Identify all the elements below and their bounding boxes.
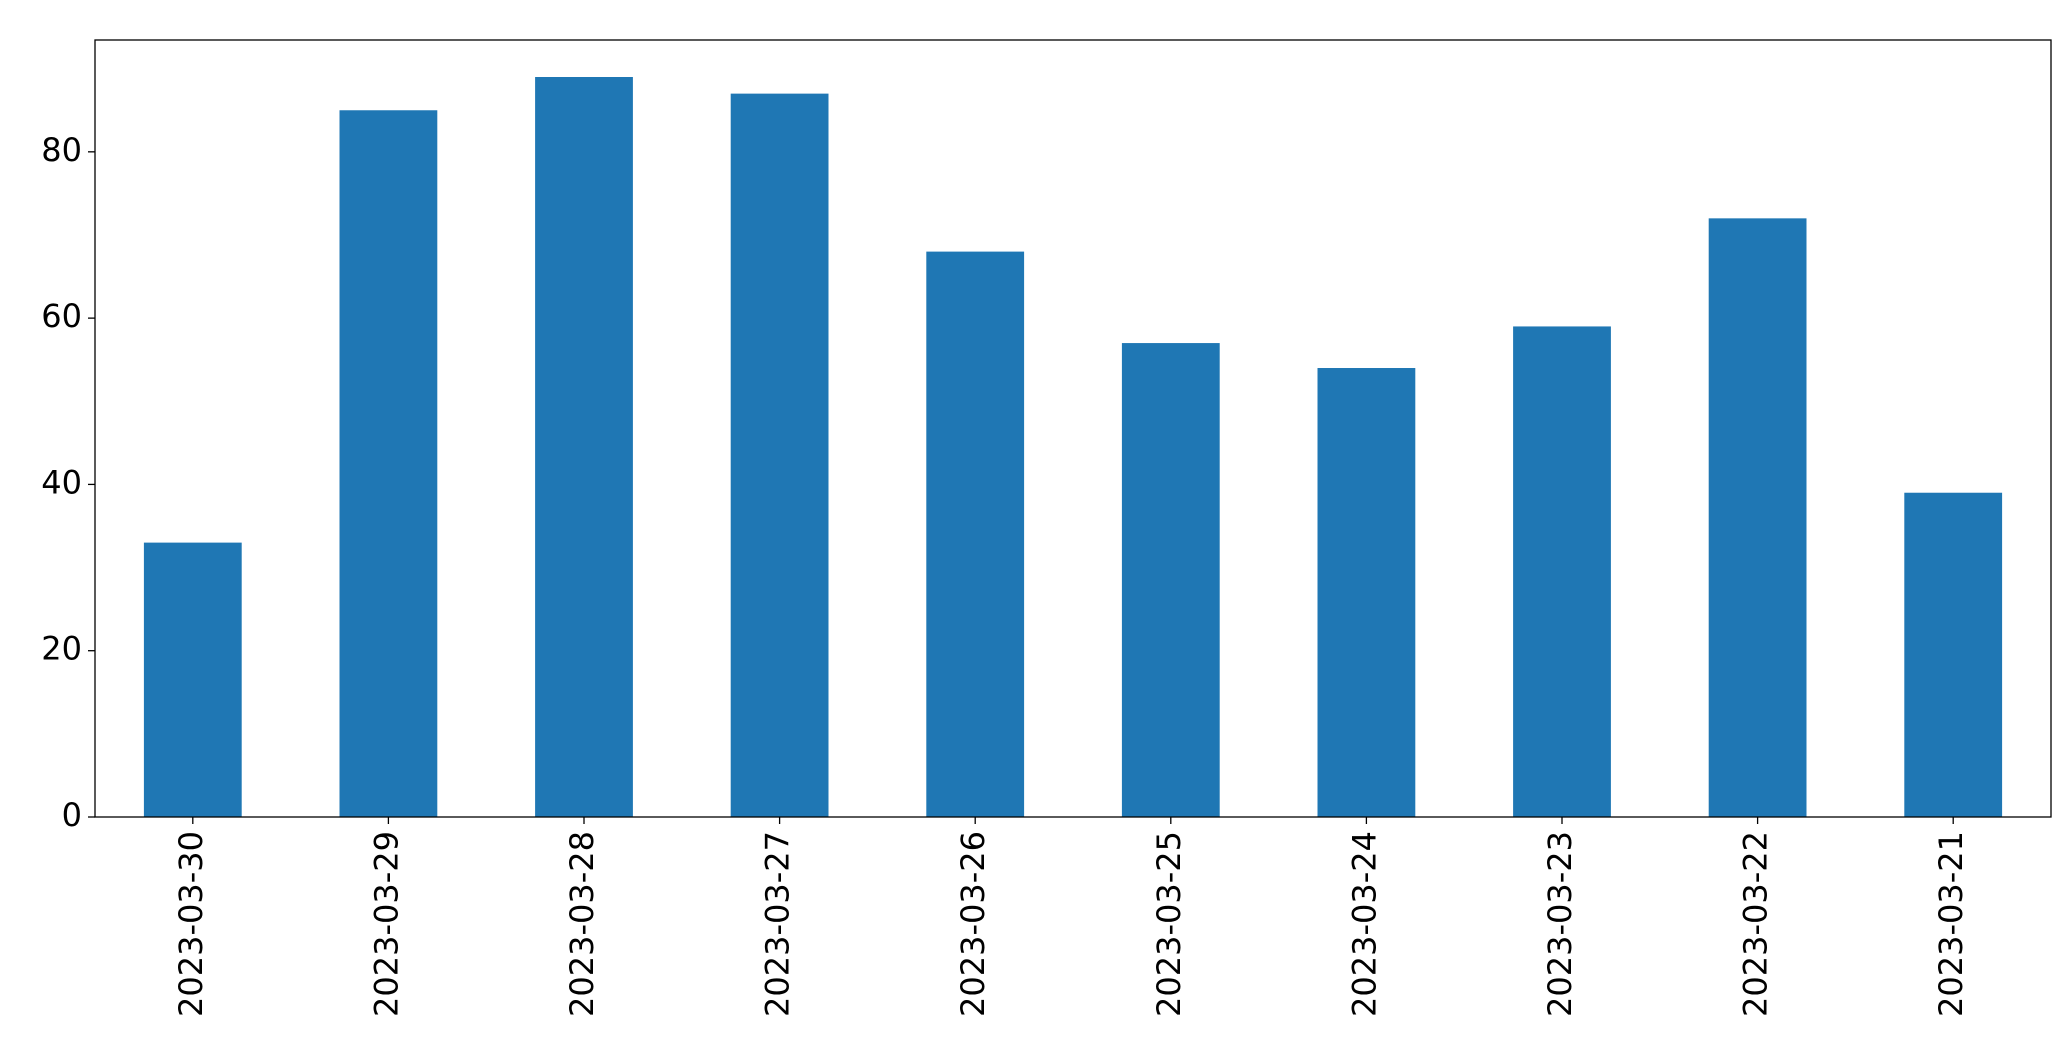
x-tick-label: 2023-03-27 bbox=[759, 831, 797, 1017]
x-tick-label: 2023-03-25 bbox=[1150, 831, 1188, 1017]
x-tick-label: 2023-03-22 bbox=[1737, 831, 1775, 1017]
bar bbox=[1121, 343, 1220, 817]
plot-frame bbox=[94, 39, 2052, 818]
x-tick-label: 2023-03-28 bbox=[563, 831, 601, 1017]
x-tick-label: 2023-03-21 bbox=[1932, 831, 1970, 1017]
bar bbox=[535, 77, 633, 817]
bar bbox=[926, 251, 1025, 817]
bar bbox=[730, 93, 829, 817]
x-tick-label: 2023-03-24 bbox=[1345, 831, 1383, 1017]
x-tick-label: 2023-03-26 bbox=[954, 831, 992, 1017]
bar bbox=[143, 542, 242, 817]
y-tick-label: 80 bbox=[41, 131, 82, 169]
x-tick-label: 2023-03-23 bbox=[1541, 831, 1579, 1017]
y-tick-label: 20 bbox=[41, 630, 82, 668]
y-tick-label: 40 bbox=[41, 463, 82, 501]
bar bbox=[1904, 492, 2003, 817]
bar bbox=[1317, 368, 1416, 817]
bar bbox=[339, 110, 438, 818]
bar bbox=[1513, 326, 1611, 817]
bar bbox=[1708, 218, 1807, 817]
x-tick-label: 2023-03-30 bbox=[172, 831, 210, 1017]
x-tick-label: 2023-03-29 bbox=[367, 831, 405, 1017]
y-tick-label: 0 bbox=[62, 796, 82, 834]
y-tick-label: 60 bbox=[41, 297, 82, 335]
